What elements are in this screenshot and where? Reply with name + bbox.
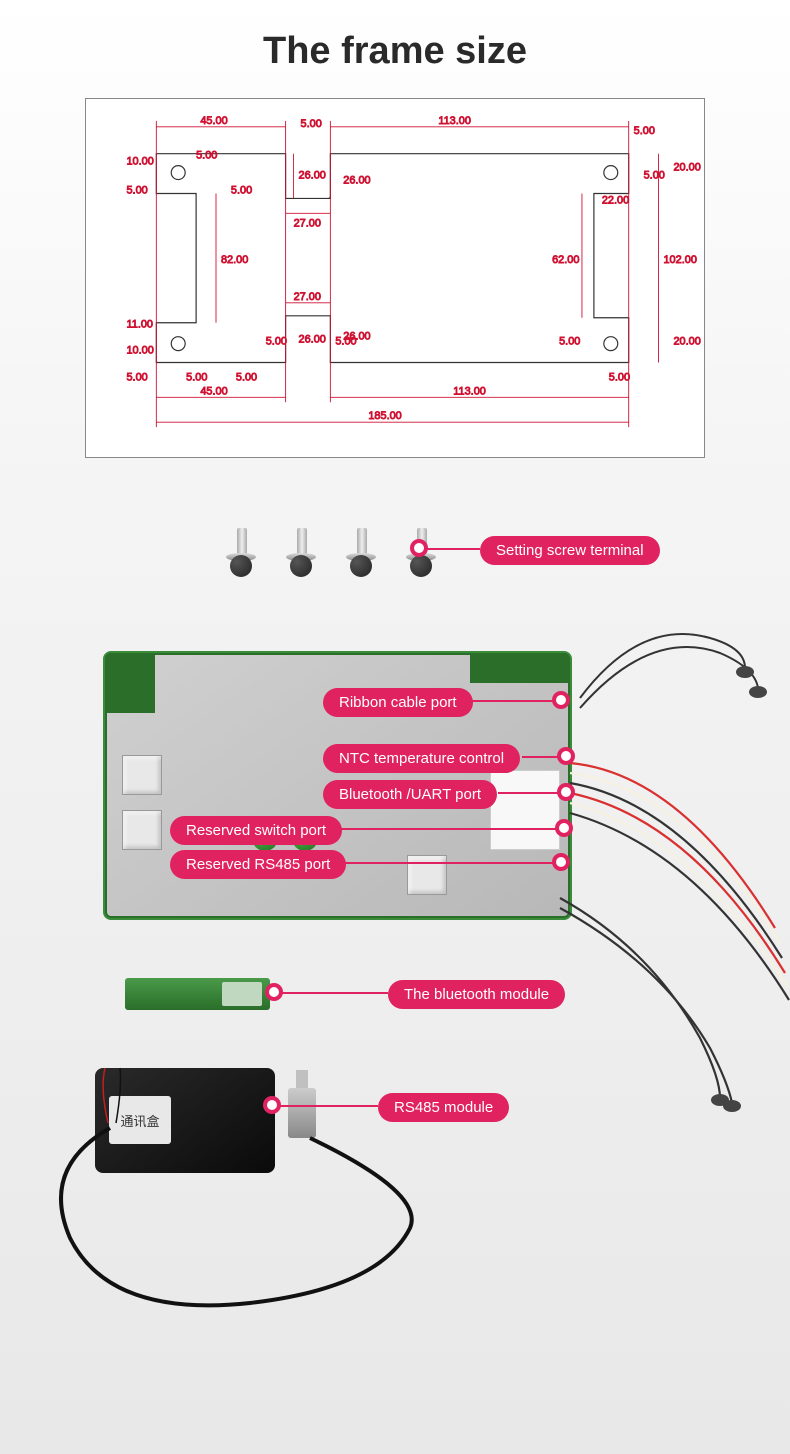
callout-switch: Reserved switch port [170,816,342,845]
dim: 5.00 [335,336,356,348]
product-diagram: 通讯盒 Setting screw terminal Ribbon cable … [0,508,790,1398]
dim: 5.00 [231,184,252,196]
dim: 5.00 [186,371,207,383]
dim: 26.00 [299,334,326,346]
callout-setting-screw: Setting screw terminal [480,536,660,565]
dim: 11.00 [127,319,154,331]
dim: 10.00 [127,156,154,168]
dim: 5.00 [236,371,257,383]
dim: 5.00 [634,125,655,137]
callout-ribbon: Ribbon cable port [323,688,473,717]
wire-bundle [570,748,790,1198]
dim: 5.00 [127,371,148,383]
dim: 20.00 [673,162,700,174]
dim: 5.00 [301,118,322,130]
dim: 5.00 [609,371,630,383]
dim: 5.00 [559,336,580,348]
dim: 62.00 [552,254,579,266]
dim: 102.00 [664,254,697,266]
rs485-cable [50,1128,450,1328]
callout-rs485-module: RS485 module [378,1093,509,1122]
frame-drawing: 113.00 45.00 5.00 5.00 10.00 5.00 5.00 5… [85,98,705,458]
dim: 45.00 [200,385,227,397]
dim: 113.00 [453,385,486,397]
dim: 22.00 [602,194,629,206]
callout-bt-uart: Bluetooth /UART port [323,780,497,809]
dim: 5.00 [196,150,217,162]
callout-rs485-port: Reserved RS485 port [170,850,346,879]
dim: 20.00 [673,336,700,348]
dim: 27.00 [294,291,321,303]
dim: 26.00 [343,175,370,187]
dim: 113.00 [438,115,471,127]
screw-terminals [225,528,440,583]
dim: 10.00 [127,345,154,357]
ntc-probes [580,628,770,758]
dim: 45.00 [200,115,227,127]
callout-bt-module: The bluetooth module [388,980,565,1009]
dim: 26.00 [299,170,326,182]
dim: 27.00 [294,217,321,229]
dim: 185.00 [368,410,401,422]
bluetooth-module [125,978,270,1010]
dim: 82.00 [221,254,248,266]
dim: 5.00 [127,184,148,196]
dim: 5.00 [266,336,287,348]
page-title: The frame size [0,0,790,98]
callout-ntc: NTC temperature control [323,744,520,773]
dim: 5.00 [644,170,665,182]
